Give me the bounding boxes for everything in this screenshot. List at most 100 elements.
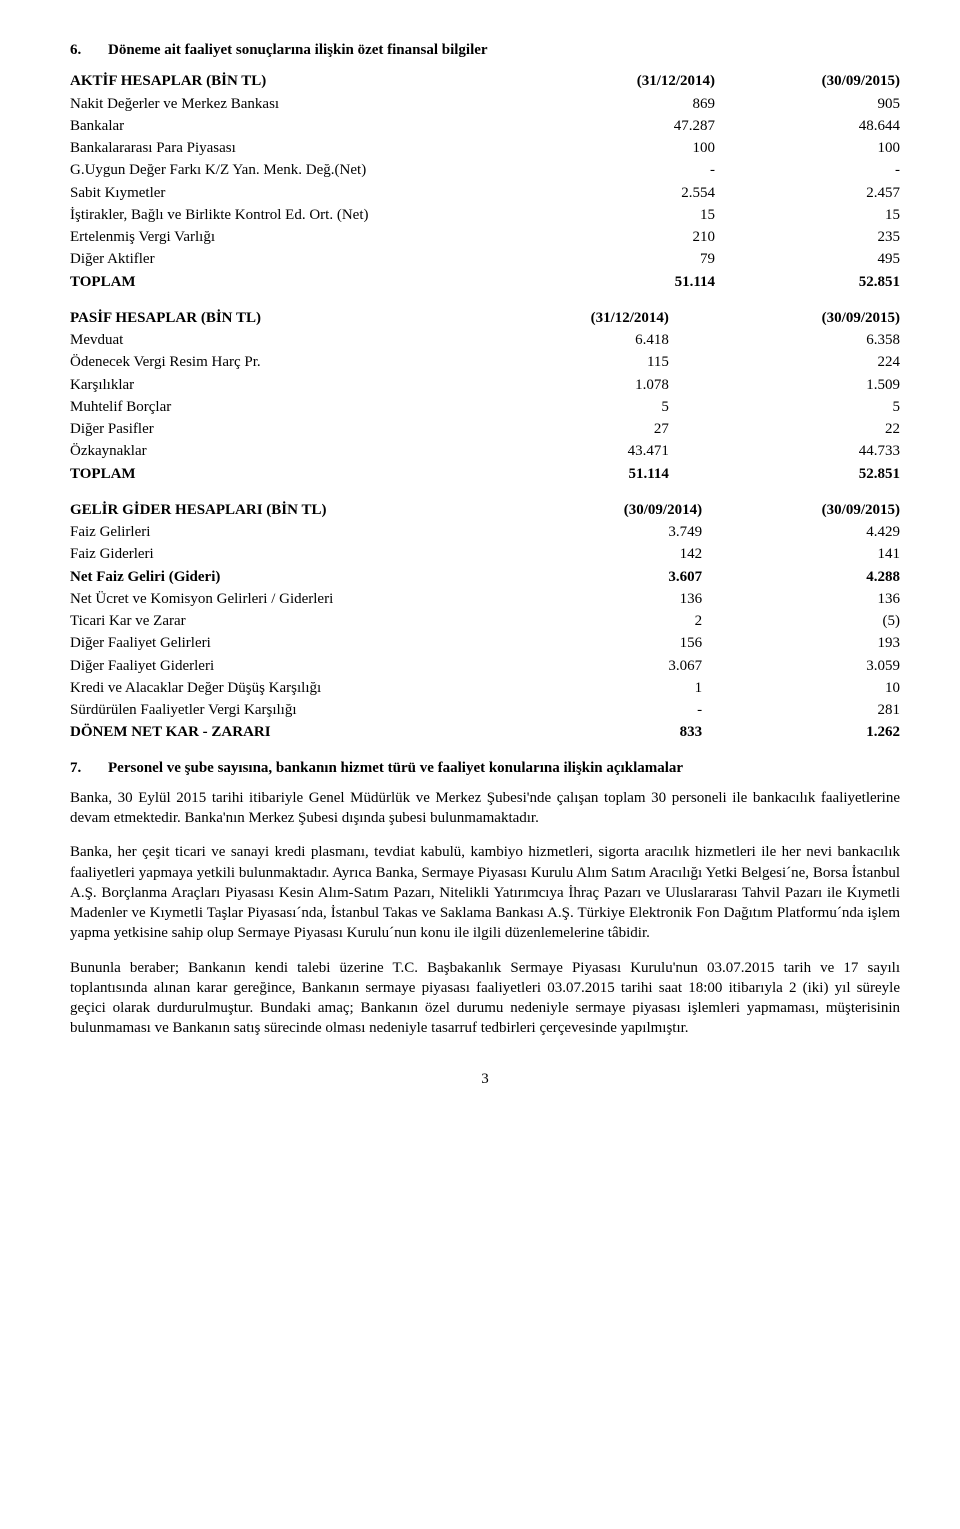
row-label: Net Faiz Geliri (Gideri): [70, 566, 504, 588]
table-total-row: DÖNEM NET KAR - ZARARI 833 1.262: [70, 721, 900, 743]
table-header-row: PASİF HESAPLAR (BİN TL) (31/12/2014) (30…: [70, 307, 900, 329]
row-c2: 100: [715, 137, 900, 159]
row-label: Özkaynaklar: [70, 440, 438, 462]
aktif-rows: Nakit Değerler ve Merkez Bankası869905Ba…: [70, 93, 900, 271]
table-total-row: TOPLAM 51.114 52.851: [70, 271, 900, 293]
row-label: Ödenecek Vergi Resim Harç Pr.: [70, 351, 438, 373]
gelir-rows: Faiz Gelirleri3.7494.429Faiz Giderleri14…: [70, 521, 900, 721]
total-c1: 51.114: [438, 463, 669, 485]
row-label: Bankalararası Para Piyasası: [70, 137, 530, 159]
row-c2: 136: [702, 588, 900, 610]
section-7-para: Banka, 30 Eylül 2015 tarihi itibariyle G…: [70, 788, 900, 829]
row-c2: 2.457: [715, 182, 900, 204]
table-total-row: TOPLAM 51.114 52.851: [70, 463, 900, 485]
row-label: Diğer Faaliyet Gelirleri: [70, 632, 504, 654]
row-c1: 2: [504, 610, 702, 632]
table-header-label: PASİF HESAPLAR (BİN TL): [70, 307, 438, 329]
section-7-para: Bununla beraber; Bankanın kendi talebi ü…: [70, 958, 900, 1039]
section-6-title: Döneme ait faaliyet sonuçlarına ilişkin …: [108, 40, 488, 60]
row-label: Ticari Kar ve Zarar: [70, 610, 504, 632]
row-c1: 1.078: [438, 374, 669, 396]
row-c1: 47.287: [530, 115, 715, 137]
row-c1: 115: [438, 351, 669, 373]
table-header-row: AKTİF HESAPLAR (BİN TL) (31/12/2014) (30…: [70, 70, 900, 92]
pasif-table: PASİF HESAPLAR (BİN TL) (31/12/2014) (30…: [70, 307, 900, 485]
row-c2: 224: [669, 351, 900, 373]
row-c1: 100: [530, 137, 715, 159]
row-label: Sürdürülen Faaliyetler Vergi Karşılığı: [70, 699, 504, 721]
table-row: Nakit Değerler ve Merkez Bankası869905: [70, 93, 900, 115]
row-c2: 5: [669, 396, 900, 418]
table-row: G.Uygun Değer Farkı K/Z Yan. Menk. Değ.(…: [70, 159, 900, 181]
row-c1: 3.607: [504, 566, 702, 588]
table-row: Karşılıklar1.0781.509: [70, 374, 900, 396]
table-row: Mevduat6.4186.358: [70, 329, 900, 351]
table-row: Net Faiz Geliri (Gideri)3.6074.288: [70, 566, 900, 588]
table-header-label: AKTİF HESAPLAR (BİN TL): [70, 70, 530, 92]
row-c1: 27: [438, 418, 669, 440]
row-c1: 3.749: [504, 521, 702, 543]
table-row: Net Ücret ve Komisyon Gelirleri / Giderl…: [70, 588, 900, 610]
table-row: Faiz Giderleri142141: [70, 543, 900, 565]
total-c1: 833: [504, 721, 702, 743]
row-label: Nakit Değerler ve Merkez Bankası: [70, 93, 530, 115]
table-header-c2: (30/09/2015): [702, 499, 900, 521]
row-c1: 136: [504, 588, 702, 610]
total-c2: 52.851: [715, 271, 900, 293]
table-header-c1: (30/09/2014): [504, 499, 702, 521]
row-label: İştirakler, Bağlı ve Birlikte Kontrol Ed…: [70, 204, 530, 226]
table-header-c1: (31/12/2014): [530, 70, 715, 92]
section-6-heading: 6. Döneme ait faaliyet sonuçlarına ilişk…: [70, 40, 900, 60]
row-c1: 210: [530, 226, 715, 248]
row-c2: (5): [702, 610, 900, 632]
row-label: Karşılıklar: [70, 374, 438, 396]
table-header-c2: (30/09/2015): [669, 307, 900, 329]
row-c1: -: [530, 159, 715, 181]
row-c2: 141: [702, 543, 900, 565]
row-c2: 1.509: [669, 374, 900, 396]
row-label: Kredi ve Alacaklar Değer Düşüş Karşılığı: [70, 677, 504, 699]
row-label: Muhtelif Borçlar: [70, 396, 438, 418]
total-c2: 1.262: [702, 721, 900, 743]
table-header-c1: (31/12/2014): [438, 307, 669, 329]
section-7-num: 7.: [70, 758, 108, 778]
row-c2: 281: [702, 699, 900, 721]
table-row: Muhtelif Borçlar55: [70, 396, 900, 418]
section-7-heading: 7. Personel ve şube sayısına, bankanın h…: [70, 758, 900, 778]
table-row: Kredi ve Alacaklar Değer Düşüş Karşılığı…: [70, 677, 900, 699]
row-label: Diğer Pasifler: [70, 418, 438, 440]
row-c2: 15: [715, 204, 900, 226]
table-row: Diğer Faaliyet Gelirleri156193: [70, 632, 900, 654]
table-row: Diğer Aktifler79495: [70, 248, 900, 270]
table-header-c2: (30/09/2015): [715, 70, 900, 92]
row-label: Diğer Aktifler: [70, 248, 530, 270]
table-header-row: GELİR GİDER HESAPLARI (BİN TL) (30/09/20…: [70, 499, 900, 521]
section-7-para: Banka, her çeşit ticari ve sanayi kredi …: [70, 842, 900, 943]
total-label: DÖNEM NET KAR - ZARARI: [70, 721, 504, 743]
row-c1: 6.418: [438, 329, 669, 351]
total-label: TOPLAM: [70, 271, 530, 293]
page-number: 3: [70, 1069, 900, 1089]
table-row: Sürdürülen Faaliyetler Vergi Karşılığı-2…: [70, 699, 900, 721]
row-label: Mevduat: [70, 329, 438, 351]
row-c1: 156: [504, 632, 702, 654]
row-c2: 3.059: [702, 655, 900, 677]
row-c1: 79: [530, 248, 715, 270]
table-row: Diğer Faaliyet Giderleri3.0673.059: [70, 655, 900, 677]
row-c2: 6.358: [669, 329, 900, 351]
aktif-table: AKTİF HESAPLAR (BİN TL) (31/12/2014) (30…: [70, 70, 900, 293]
table-row: Sabit Kıymetler2.5542.457: [70, 182, 900, 204]
row-c2: 44.733: [669, 440, 900, 462]
row-c2: 48.644: [715, 115, 900, 137]
row-c2: 22: [669, 418, 900, 440]
row-c2: 495: [715, 248, 900, 270]
row-c1: 1: [504, 677, 702, 699]
row-label: Bankalar: [70, 115, 530, 137]
table-row: Ertelenmiş Vergi Varlığı210235: [70, 226, 900, 248]
row-c1: 2.554: [530, 182, 715, 204]
table-row: Faiz Gelirleri3.7494.429: [70, 521, 900, 543]
table-row: Diğer Pasifler2722: [70, 418, 900, 440]
row-label: Net Ücret ve Komisyon Gelirleri / Giderl…: [70, 588, 504, 610]
row-label: G.Uygun Değer Farkı K/Z Yan. Menk. Değ.(…: [70, 159, 530, 181]
row-label: Sabit Kıymetler: [70, 182, 530, 204]
